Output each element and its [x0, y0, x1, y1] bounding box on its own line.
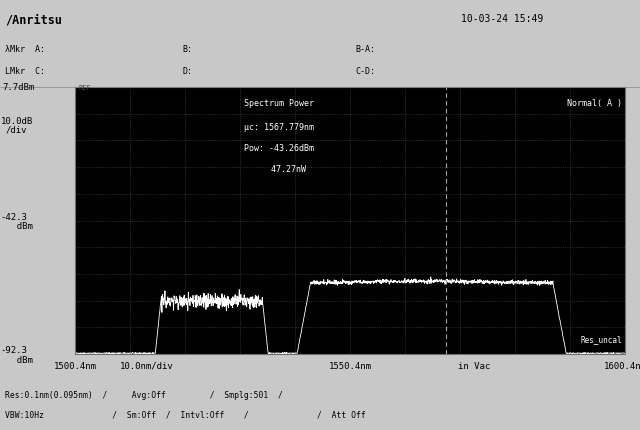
Text: 47.27nW: 47.27nW: [251, 165, 306, 174]
Text: Res_uncal: Res_uncal: [580, 335, 622, 344]
Text: 10.0nm/div: 10.0nm/div: [120, 361, 173, 370]
Text: μc: 1567.779nm: μc: 1567.779nm: [243, 123, 314, 132]
Text: D:: D:: [182, 67, 193, 76]
Text: 1550.4nm: 1550.4nm: [328, 361, 371, 370]
Text: λMkr  A:: λMkr A:: [5, 45, 45, 54]
Text: Spectrum Power: Spectrum Power: [243, 98, 314, 108]
Text: -92.3: -92.3: [1, 345, 28, 354]
Text: C-D:: C-D:: [355, 67, 375, 76]
Text: VBW:10Hz              /  Sm:Off  /  Intvl:Off    /              /  Att Off: VBW:10Hz / Sm:Off / Intvl:Off / / Att Of…: [5, 409, 366, 418]
Text: dBm: dBm: [6, 355, 33, 364]
Text: B:: B:: [182, 45, 193, 54]
Text: dBm: dBm: [6, 221, 33, 230]
Text: REF: REF: [78, 85, 91, 91]
Text: in Vac: in Vac: [458, 361, 490, 370]
Text: /div: /div: [6, 126, 28, 135]
Text: Res:0.1nm(0.095nm)  /     Avg:Off         /  Smplg:501  /: Res:0.1nm(0.095nm) / Avg:Off / Smplg:501…: [5, 390, 283, 399]
Text: 10.0dB: 10.0dB: [1, 117, 33, 126]
Text: Normal( A ): Normal( A ): [567, 98, 622, 108]
Text: 1600.4nm: 1600.4nm: [604, 361, 640, 370]
Text: 10-03-24 15:49: 10-03-24 15:49: [461, 14, 543, 24]
Text: 7.7dBm: 7.7dBm: [3, 83, 35, 92]
Text: B-A:: B-A:: [355, 45, 375, 54]
Text: 1500.4nm: 1500.4nm: [54, 361, 97, 370]
Text: -42.3: -42.3: [1, 212, 28, 221]
Text: /Anritsu: /Anritsu: [5, 14, 62, 27]
Text: Pow: -43.26dBm: Pow: -43.26dBm: [243, 144, 314, 153]
Text: LMkr  C:: LMkr C:: [5, 67, 45, 76]
